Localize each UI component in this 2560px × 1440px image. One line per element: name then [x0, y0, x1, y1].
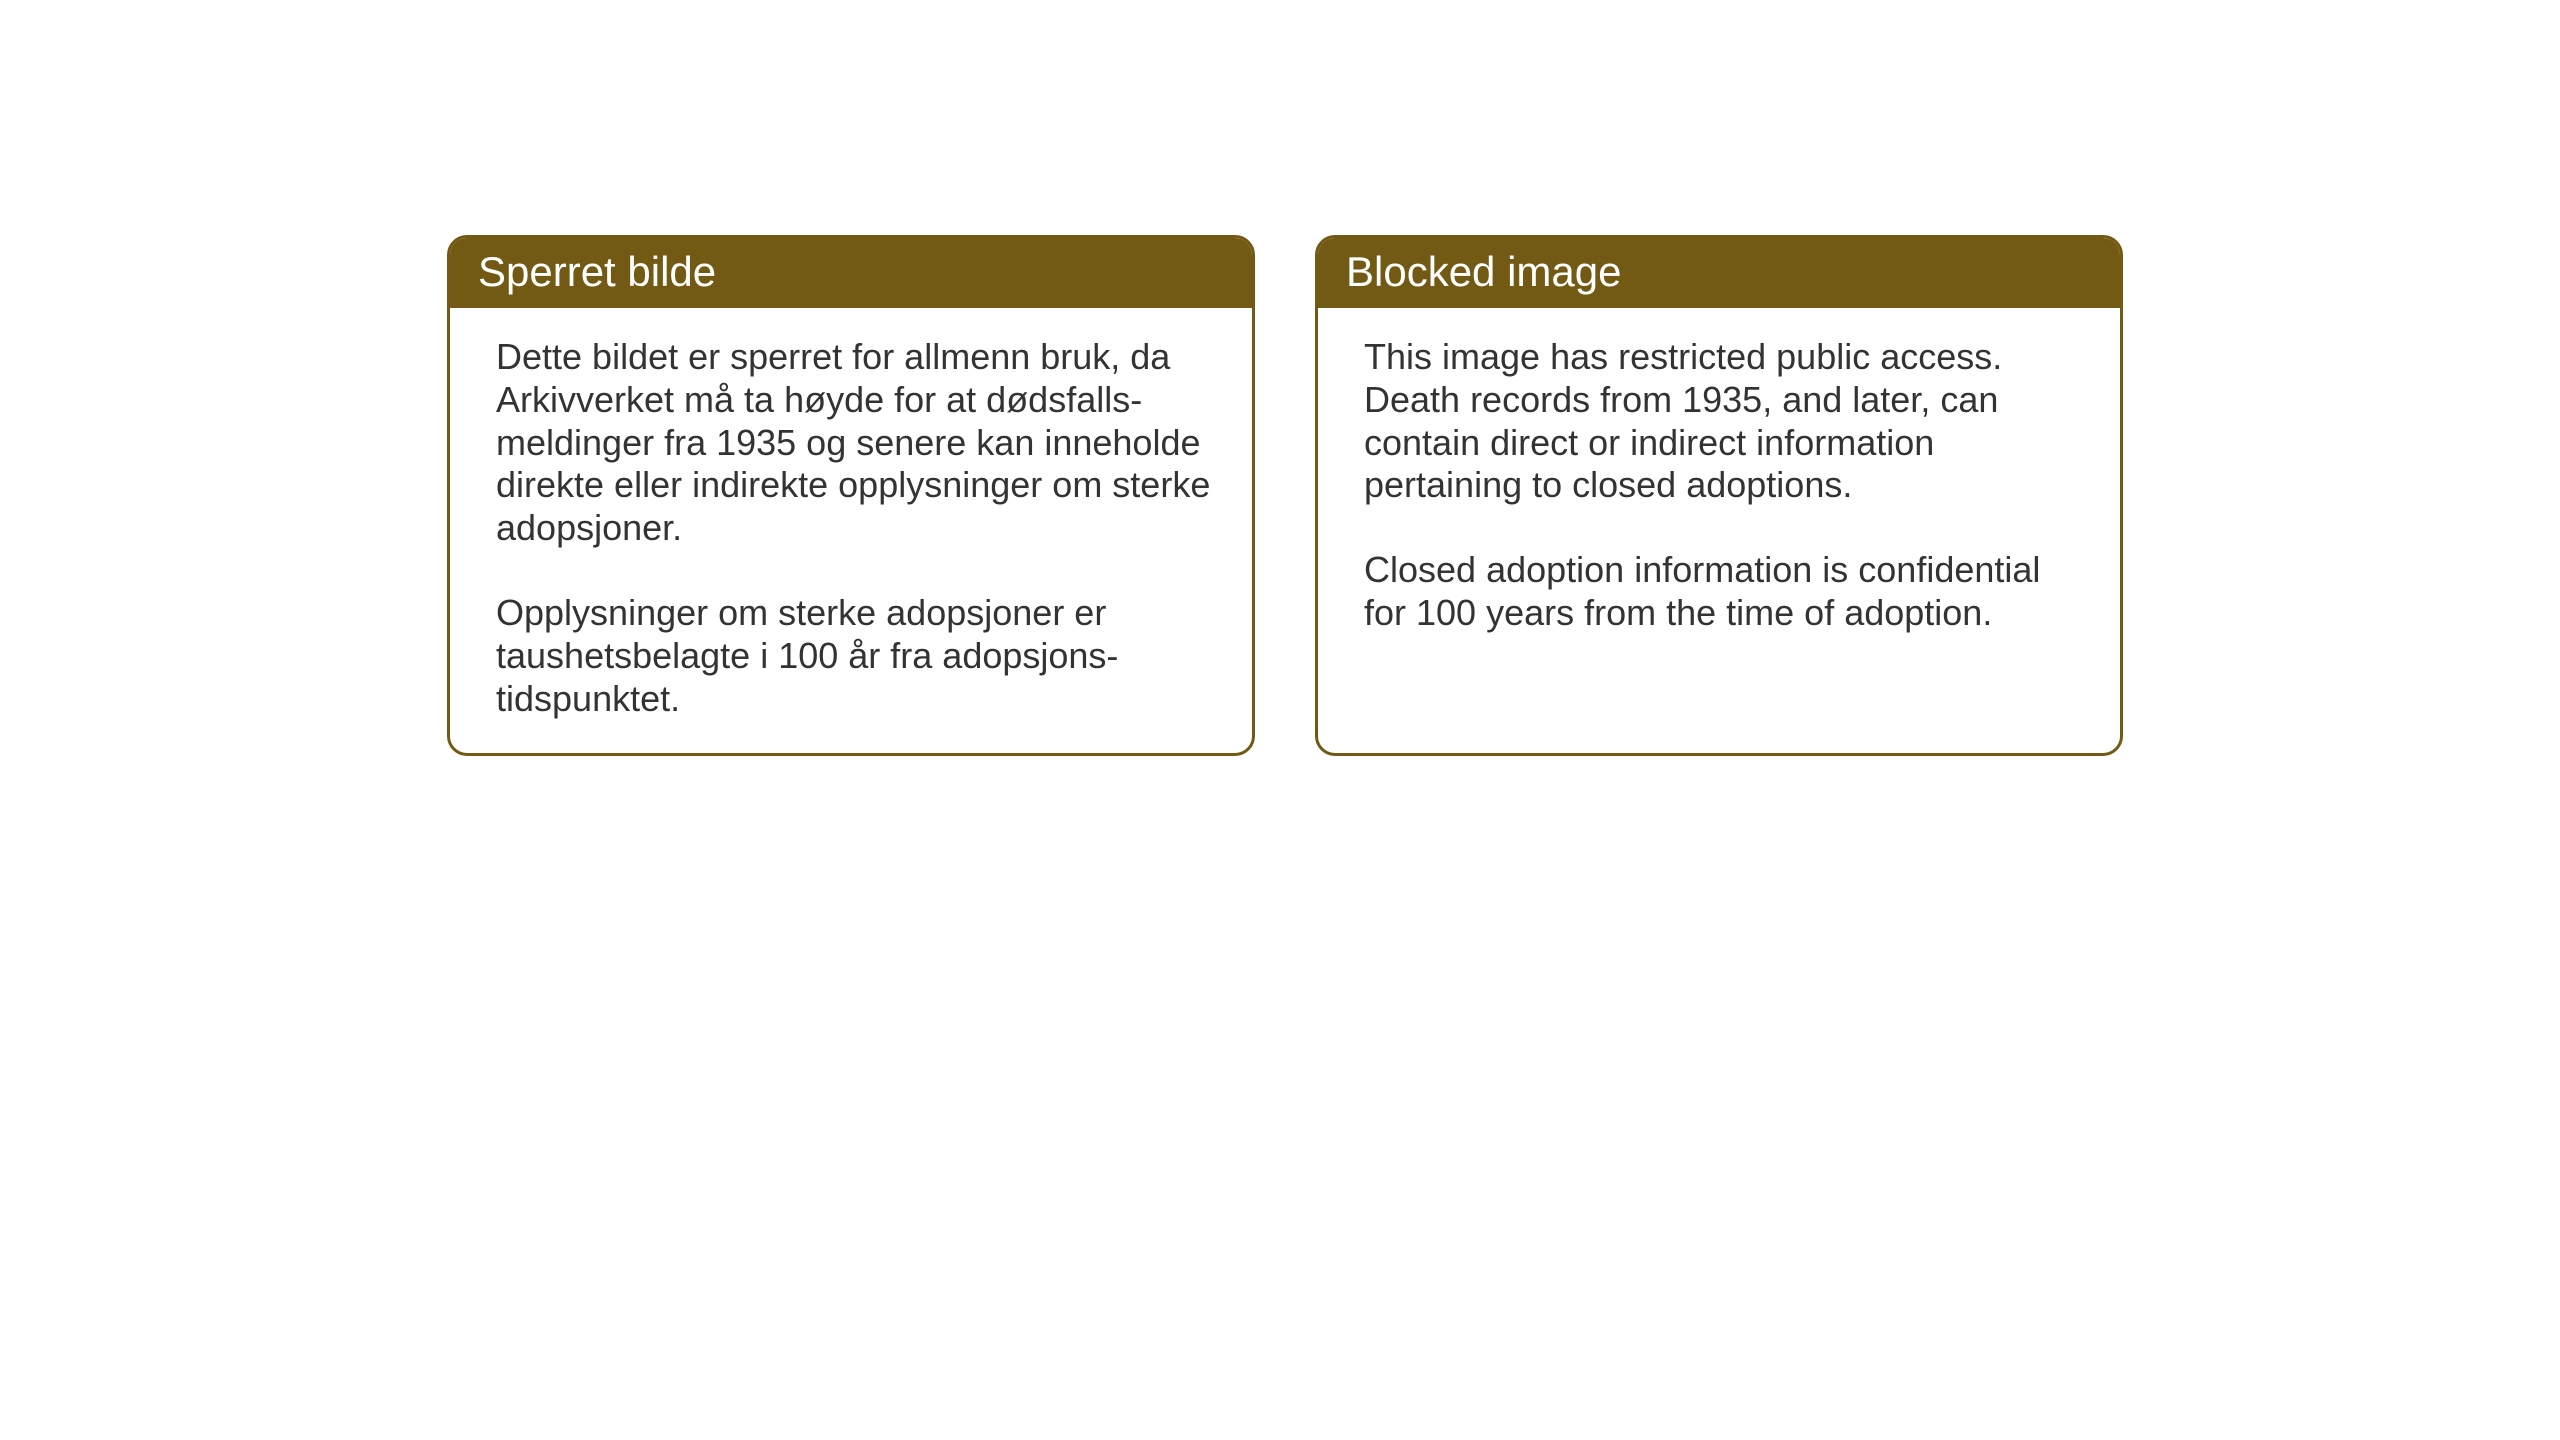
card-norwegian: Sperret bilde Dette bildet er sperret fo…	[447, 235, 1255, 756]
card-paragraph: Closed adoption information is confident…	[1364, 549, 2082, 635]
card-body-norwegian: Dette bildet er sperret for allmenn bruk…	[450, 308, 1252, 753]
card-paragraph: This image has restricted public access.…	[1364, 336, 2082, 507]
card-header-english: Blocked image	[1318, 238, 2120, 308]
cards-container: Sperret bilde Dette bildet er sperret fo…	[447, 235, 2560, 756]
card-body-english: This image has restricted public access.…	[1318, 308, 2120, 733]
card-paragraph: Dette bildet er sperret for allmenn bruk…	[496, 336, 1214, 550]
card-english: Blocked image This image has restricted …	[1315, 235, 2123, 756]
card-paragraph: Opplysninger om sterke adopsjoner er tau…	[496, 592, 1214, 720]
card-header-norwegian: Sperret bilde	[450, 238, 1252, 308]
